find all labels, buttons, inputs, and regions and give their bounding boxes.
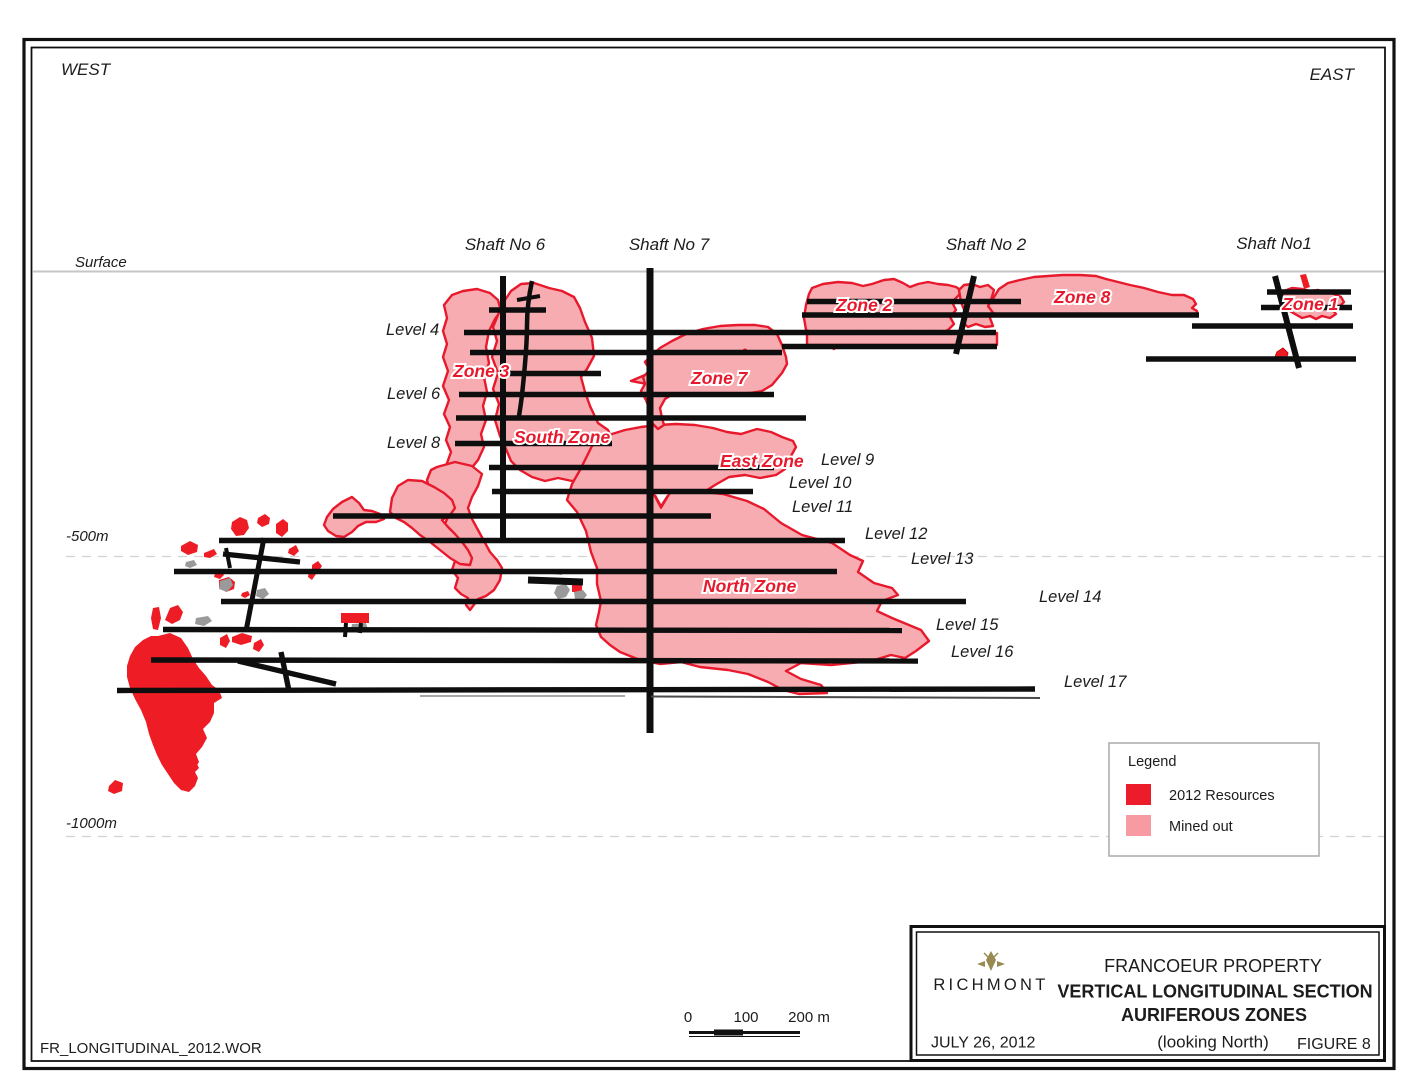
svg-text:Level 10: Level 10 bbox=[789, 474, 852, 492]
svg-text:Zone 7: Zone 7 bbox=[690, 368, 749, 388]
svg-text:2012 Resources: 2012 Resources bbox=[1169, 788, 1275, 804]
svg-text:-500m: -500m bbox=[66, 528, 109, 545]
svg-text:FR_LONGITUDINAL_2012.WOR: FR_LONGITUDINAL_2012.WOR bbox=[40, 1040, 262, 1057]
svg-text:East Zone: East Zone bbox=[720, 451, 804, 471]
svg-text:FRANCOEUR PROPERTY: FRANCOEUR PROPERTY bbox=[1104, 956, 1322, 976]
svg-text:Zone 1: Zone 1 bbox=[1281, 294, 1338, 314]
svg-text:VERTICAL LONGITUDINAL SECTION: VERTICAL LONGITUDINAL SECTION bbox=[1057, 982, 1372, 1002]
svg-text:Level 4: Level 4 bbox=[386, 321, 439, 339]
svg-text:Level 8: Level 8 bbox=[387, 434, 441, 452]
svg-text:Zone 8: Zone 8 bbox=[1053, 287, 1111, 307]
svg-text:Level 13: Level 13 bbox=[911, 550, 974, 568]
svg-text:Level 6: Level 6 bbox=[387, 385, 441, 403]
svg-text:FIGURE 8: FIGURE 8 bbox=[1297, 1036, 1371, 1053]
svg-text:Level 16: Level 16 bbox=[951, 643, 1014, 661]
svg-text:0: 0 bbox=[684, 1009, 692, 1026]
svg-text:WEST: WEST bbox=[61, 60, 112, 79]
svg-text:Shaft No 7: Shaft No 7 bbox=[629, 235, 710, 254]
svg-text:North Zone: North Zone bbox=[703, 576, 797, 596]
svg-text:EAST: EAST bbox=[1310, 65, 1356, 84]
svg-text:100: 100 bbox=[733, 1009, 758, 1026]
svg-text:200 m: 200 m bbox=[788, 1009, 830, 1026]
svg-text:Level 15: Level 15 bbox=[936, 616, 999, 634]
svg-text:JULY 26, 2012: JULY 26, 2012 bbox=[931, 1035, 1035, 1052]
svg-text:AURIFEROUS ZONES: AURIFEROUS ZONES bbox=[1121, 1005, 1307, 1025]
svg-text:Shaft No 6: Shaft No 6 bbox=[465, 235, 546, 254]
svg-text:-1000m: -1000m bbox=[66, 815, 117, 832]
svg-text:Level 9: Level 9 bbox=[821, 451, 874, 469]
svg-text:(looking North): (looking North) bbox=[1157, 1033, 1269, 1052]
svg-text:Level 12: Level 12 bbox=[865, 525, 927, 543]
svg-text:Shaft No 2: Shaft No 2 bbox=[946, 235, 1027, 254]
svg-text:Level 14: Level 14 bbox=[1039, 588, 1101, 606]
svg-text:Legend: Legend bbox=[1128, 754, 1176, 770]
svg-text:Mined out: Mined out bbox=[1169, 819, 1233, 835]
svg-text:Shaft No1: Shaft No1 bbox=[1236, 234, 1312, 253]
svg-text:Level 17: Level 17 bbox=[1064, 673, 1127, 691]
svg-text:South Zone: South Zone bbox=[514, 427, 611, 447]
svg-text:Surface: Surface bbox=[75, 254, 127, 271]
svg-text:Zone 3: Zone 3 bbox=[452, 361, 510, 381]
svg-text:Zone 2: Zone 2 bbox=[835, 295, 893, 315]
svg-text:RICHMONT: RICHMONT bbox=[933, 976, 1048, 994]
svg-text:Level 11: Level 11 bbox=[792, 498, 853, 516]
